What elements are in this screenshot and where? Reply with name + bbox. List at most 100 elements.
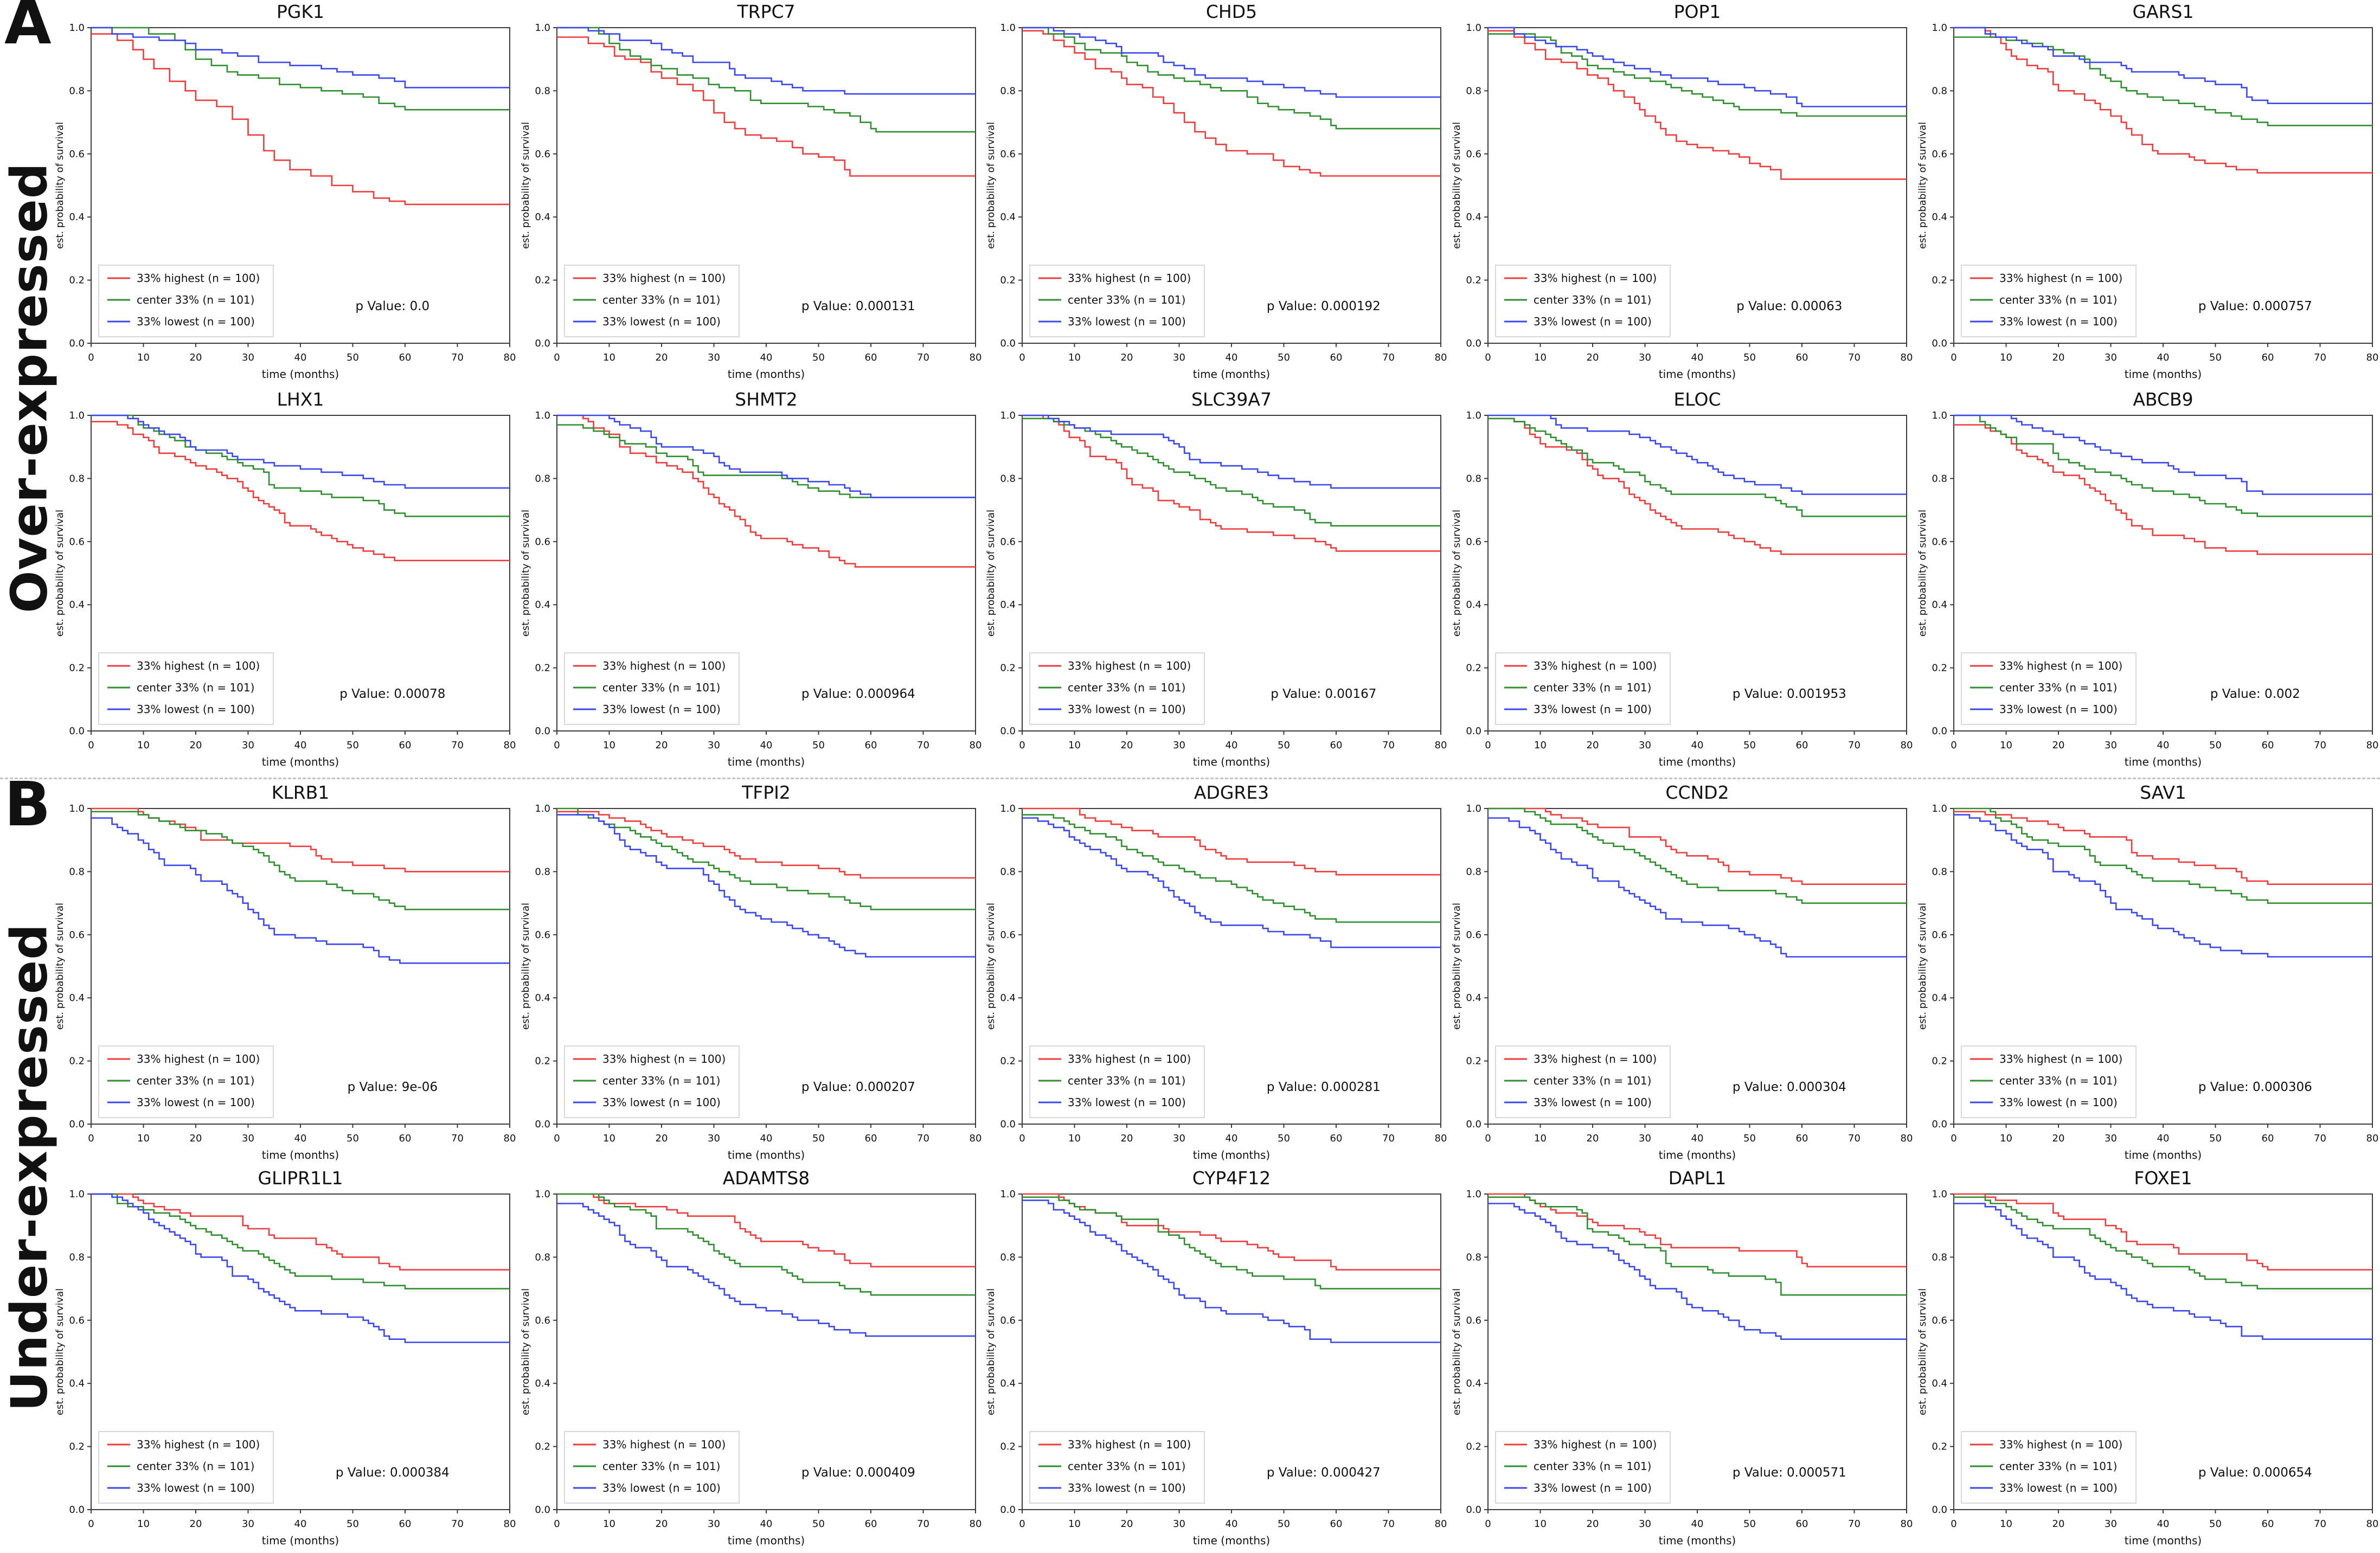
legend-box [1960,1430,2137,1504]
y-tick-label: 0.0 [1932,726,1947,737]
x-tick-label: 0 [88,1518,94,1530]
y-tick-label: 1.0 [1000,1189,1016,1200]
x-tick-label: 20 [190,740,202,751]
y-tick-label: 0.6 [1000,536,1016,547]
y-tick-label: 0.6 [535,148,550,159]
y-tick-label: 0.4 [1466,992,1481,1004]
legend: 33% highest (n = 100) center 33% (n = 101… [1960,1430,2137,1504]
x-tick-label: 80 [1901,1133,1913,1144]
legend-box [564,1430,740,1504]
chart-cell-SLC39A7: SLC39A7 0.0 0.2 0.4 0.6 0.8 1.0 0 10 20 30 40 50 60 70… [983,388,1449,775]
y-tick-label: 0.2 [69,1441,85,1452]
y-tick-label: 1.0 [1932,1189,1947,1200]
p-value-label: p Value: 0.000964 [801,686,915,701]
y-axis-label: est. probability of survival [1917,509,1928,636]
curve-lowest [1488,1202,1907,1340]
legend-box [1495,1430,1671,1504]
chart-cell-FOXE1: FOXE1 0.0 0.2 0.4 0.6 0.8 1.0 0 10 20 30 40 50 60 70 80… [1914,1167,2380,1553]
curve-highest [1953,811,2372,885]
survival-plot-SHMT2: SHMT2 0.0 0.2 0.4 0.6 0.8 1.0 0 10 20 30 40 50 60 70 80… [520,390,981,768]
curve-highest [91,420,510,561]
p-value-label: p Value: 0.00078 [340,686,446,701]
legend-box [1029,264,1205,337]
x-tick-label: 40 [1226,1518,1238,1530]
x-tick-label: 0 [1019,740,1025,751]
y-axis-label: est. probability of survival [54,509,66,636]
x-tick-label: 30 [2105,1518,2117,1530]
x-tick-label: 40 [760,352,772,363]
x-tick-label: 30 [1639,1133,1651,1144]
x-tick-label: 30 [1173,1518,1186,1530]
curve-lowest [556,414,976,498]
legend-label-lowest: 33% lowest (n = 100) [1999,1481,2118,1494]
x-tick-label: 40 [1691,1133,1704,1144]
plot-title: TFPI2 [741,784,791,803]
x-tick-label: 20 [190,1133,202,1144]
curve-highest [91,1193,510,1270]
chart-cell-CYP4F12: CYP4F12 0.0 0.2 0.4 0.6 0.8 1.0 0 10 20 30 40 50 60 70… [983,1167,1449,1553]
legend-label-lowest: 33% lowest (n = 100) [1534,1096,1652,1109]
y-tick-label: 0.4 [1932,211,1947,223]
y-tick-label: 1.0 [1932,410,1947,421]
legend-label-center: center 33% (n = 101) [602,681,720,694]
x-tick-label: 70 [451,1133,464,1144]
x-tick-label: 80 [1901,1518,1913,1530]
plot-title: FOXE1 [2134,1169,2192,1189]
y-tick-label: 0.4 [535,992,550,1004]
y-tick-label: 0.2 [1000,662,1016,673]
y-tick-label: 1.0 [1000,410,1016,421]
y-tick-label: 0.2 [1466,1055,1481,1067]
x-tick-label: 80 [2366,352,2378,363]
x-tick-label: 70 [1383,1518,1395,1530]
x-tick-label: 10 [2000,740,2012,751]
survival-plot-SLC39A7: SLC39A7 0.0 0.2 0.4 0.6 0.8 1.0 0 10 20 30 40 50 60 70… [985,390,1447,768]
x-tick-label: 0 [1951,740,1956,751]
p-value-label: p Value: 0.000207 [801,1080,915,1094]
x-tick-label: 80 [969,1133,981,1144]
y-tick-label: 0.4 [535,211,550,223]
x-tick-label: 10 [137,352,150,363]
p-value-label: p Value: 0.00063 [1736,299,1842,313]
curve-center [1022,418,1441,527]
x-tick-label: 60 [1330,1518,1343,1530]
legend-label-center: center 33% (n = 101) [1068,293,1185,306]
x-tick-label: 80 [969,1518,981,1530]
x-tick-label: 30 [242,352,254,363]
y-tick-label: 1.0 [69,22,85,34]
y-tick-label: 0.0 [1932,338,1947,349]
survival-plot-ADGRE3: ADGRE3 0.0 0.2 0.4 0.6 0.8 1.0 0 10 20 30 40 50 60 70 8… [985,784,1447,1161]
x-tick-label: 50 [2209,352,2222,363]
y-tick-label: 0.6 [1932,929,1947,940]
legend-box [1495,264,1671,337]
legend: 33% highest (n = 100) center 33% (n = 101… [98,1430,274,1504]
legend-label-lowest: 33% lowest (n = 100) [1999,315,2118,328]
x-tick-label: 50 [1278,740,1291,751]
x-tick-label: 50 [2209,740,2222,751]
curve-center [1022,813,1441,923]
y-tick-label: 0.0 [535,1504,550,1516]
x-tick-label: 30 [242,1133,254,1144]
p-value-label: p Value: 0.00167 [1271,686,1377,701]
x-tick-label: 80 [1435,740,1447,751]
p-value-label: p Value: 0.000281 [1267,1080,1381,1094]
x-axis-label: time (months) [262,1534,339,1547]
x-axis-label: time (months) [262,368,339,381]
y-tick-label: 0.4 [1932,1378,1947,1389]
curve-center [1488,1196,1907,1295]
y-tick-label: 0.8 [1932,1252,1947,1263]
y-tick-label: 1.0 [1000,22,1016,34]
x-tick-label: 60 [1796,740,1808,751]
y-tick-label: 0.2 [535,274,550,286]
curve-lowest [91,817,510,964]
legend-label-lowest: 33% lowest (n = 100) [137,1096,255,1109]
y-tick-label: 0.6 [1000,148,1016,159]
y-axis-label: est. probability of survival [520,509,531,636]
chart-cell-SHMT2: SHMT2 0.0 0.2 0.4 0.6 0.8 1.0 0 10 20 30 40 50 60 70 80… [518,388,984,775]
legend-box [1960,652,2137,725]
legend-label-lowest: 33% lowest (n = 100) [602,703,721,716]
x-tick-label: 10 [1069,352,1081,363]
curve-highest [1022,30,1441,177]
curve-lowest [1953,27,2372,104]
legend-label-highest: 33% highest (n = 100) [1068,659,1191,672]
x-axis-label: time (months) [262,755,339,768]
